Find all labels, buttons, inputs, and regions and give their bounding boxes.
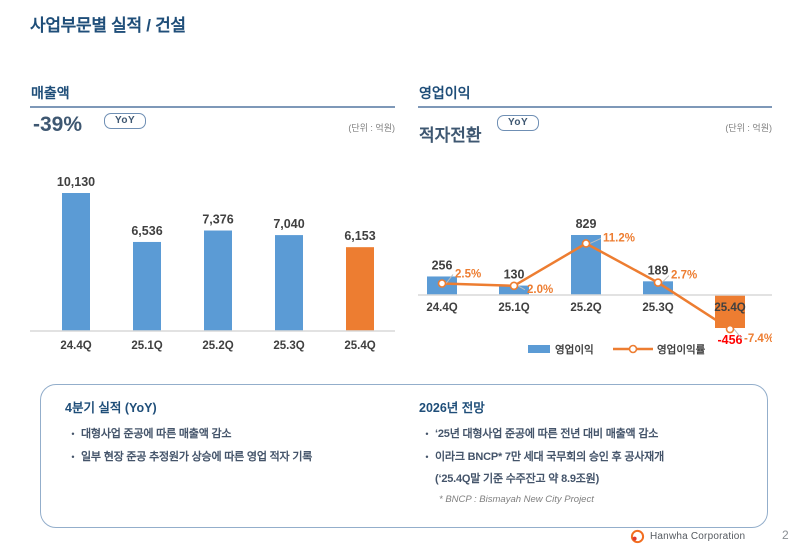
note-bullet: • ‘25년 대형사업 준공에 따른 전년 대비 매출액 감소 <box>419 426 759 442</box>
bar-value-label-negative: -456 <box>717 333 742 347</box>
x-axis-tick-label: 25.2Q <box>570 302 601 314</box>
notes-box: 4분기 실적 (YoY) • 대형사업 준공에 따른 매출액 감소 • 일부 현장 준… <box>40 384 768 528</box>
label-connector-line <box>445 274 454 284</box>
label-connector-line <box>589 238 602 244</box>
x-axis-tick-label: 25.3Q <box>642 302 673 314</box>
notes-quarter-results: 4분기 실적 (YoY) • 대형사업 준공에 따른 매출액 감소 • 일부 현장 준… <box>65 397 405 472</box>
note-bullet-text: ‘25년 대형사업 준공에 따른 전년 대비 매출액 감소 <box>435 428 659 440</box>
margin-point-marker <box>653 278 663 287</box>
notes-outlook-2026: 2026년 전망 • ‘25년 대형사업 준공에 따른 전년 대비 매출액 감소 •… <box>419 397 759 505</box>
legend-bar-swatch <box>528 345 550 353</box>
profit-bar <box>499 285 529 295</box>
margin-value-label: 2.0% <box>527 284 553 296</box>
bar-value-label: 130 <box>504 268 525 282</box>
profit-yoy-badge: YoY <box>497 115 540 131</box>
bullet-dot: • <box>425 429 429 439</box>
profit-unit-label: (단위 : 억원) <box>725 123 772 133</box>
x-axis-tick-label: 25.4Q <box>714 302 745 314</box>
margin-value-label: -7.4% <box>744 333 772 345</box>
x-axis-tick-label: 25.4Q <box>344 340 375 352</box>
revenue-panel-rule <box>30 106 395 108</box>
revenue-delta: -39% <box>33 113 83 136</box>
revenue-yoy-badge: YoY <box>104 113 147 129</box>
notes-left-title: 4분기 실적 (YoY) <box>65 401 157 415</box>
bar-value-label: 256 <box>432 258 453 272</box>
note-bullet: • 이라크 BNCP* 7만 세대 국무회의 승인 후 공사재개 <box>419 449 759 465</box>
note-bullet-text: 이라크 BNCP* 7만 세대 국무회의 승인 후 공사재개 <box>435 451 664 463</box>
margin-point-marker <box>581 239 591 248</box>
bullet-dot: • <box>425 452 429 462</box>
revenue-bar <box>62 193 90 331</box>
profit-bar <box>643 281 673 295</box>
bar-value-label: 6,536 <box>131 224 162 238</box>
revenue-bar <box>346 247 374 331</box>
legend-label: 영업이익률 <box>657 343 706 356</box>
title-rule-orange-segment <box>157 43 770 47</box>
revenue-bar <box>133 241 161 331</box>
footer-brand: Hanwha Corporation <box>630 529 745 544</box>
label-connector-line <box>517 285 526 291</box>
title-rule <box>30 43 770 47</box>
revenue-panel-title: 매출액 <box>31 85 70 101</box>
profit-delta: 적자전환 <box>419 126 482 145</box>
bar-value-label: 7,040 <box>273 217 304 231</box>
x-axis-tick-label: 25.3Q <box>273 340 304 352</box>
notes-right-footnote: * BNCP : Bismayah New City Project <box>439 494 594 505</box>
margin-value-label: 2.5% <box>455 269 481 281</box>
x-axis-tick-label: 25.2Q <box>202 340 233 352</box>
legend-line-marker <box>628 344 638 354</box>
page-number: 2 <box>782 528 789 542</box>
bullet-dot: • <box>71 429 75 439</box>
note-bullet: • 일부 현장 준공 추정원가 상승에 따른 영업 적자 기록 <box>65 449 405 465</box>
legend-label: 영업이익 <box>555 343 594 356</box>
revenue-bar <box>204 230 232 331</box>
revenue-unit-label: (단위 : 억원) <box>348 123 395 133</box>
x-axis-tick-label: 24.4Q <box>426 302 457 314</box>
label-connector-line <box>733 328 743 340</box>
notes-right-title: 2026년 전망 <box>419 401 485 415</box>
margin-point-marker <box>725 324 735 334</box>
note-bullet: • 대형사업 준공에 따른 매출액 감소 <box>65 426 405 442</box>
profit-panel-rule <box>418 106 772 108</box>
hanwha-logo-icon <box>630 529 645 544</box>
footer-brand-text: Hanwha Corporation <box>650 531 746 542</box>
revenue-bar-chart: 10,130 6,536 7,376 7,040 6,153 24.4Q 25.1Q 25.2… <box>30 175 395 352</box>
margin-point-marker <box>509 281 519 291</box>
x-axis-tick-label: 25.1Q <box>131 340 162 352</box>
profit-panel-title: 영업이익 <box>419 85 471 101</box>
notes-right-subline: (‘25.4Q말 기준 수주잔고 약 8.9조원) <box>435 473 600 485</box>
x-axis-tick-label: 24.4Q <box>60 340 91 352</box>
notes-left-bullet-list: • 대형사업 준공에 따른 매출액 감소 • 일부 현장 준공 추정원가 상승에 따른… <box>65 426 405 465</box>
x-axis-tick-label: 25.1Q <box>498 302 529 314</box>
profit-combo-chart: 24.4Q 25.1Q 25.2Q 25.3Q 25.4Q 256 130 829 189 -45… <box>418 217 772 356</box>
bar-value-label: 6,153 <box>344 229 375 243</box>
bar-value-label: 189 <box>648 263 669 277</box>
margin-value-label: 2.7% <box>671 270 697 282</box>
page-title: 사업부문별 실적 / 건설 <box>30 16 186 35</box>
label-connector-line <box>661 275 670 283</box>
title-rule-blue-segment <box>30 43 157 47</box>
note-bullet-text: 일부 현장 준공 추정원가 상승에 따른 영업 적자 기록 <box>81 451 313 463</box>
note-bullet-text: 대형사업 준공에 따른 매출액 감소 <box>81 428 232 440</box>
notes-right-bullet-list: • ‘25년 대형사업 준공에 따른 전년 대비 매출액 감소 • 이라크 BNCP*… <box>419 426 759 465</box>
revenue-bar <box>275 235 303 331</box>
bullet-dot: • <box>71 452 75 462</box>
bar-value-label: 7,376 <box>202 213 233 227</box>
bar-value-label: 10,130 <box>57 175 95 189</box>
margin-value-label: 11.2% <box>603 232 635 244</box>
bar-value-label: 829 <box>576 217 597 231</box>
margin-point-marker <box>437 279 447 288</box>
